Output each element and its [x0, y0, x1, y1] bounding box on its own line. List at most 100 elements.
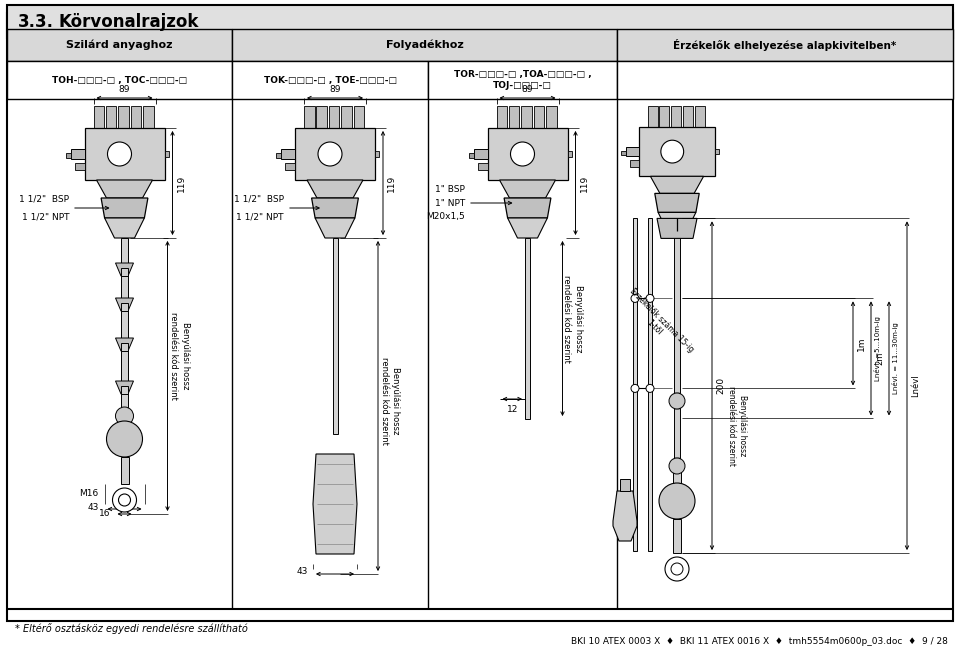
Text: M16: M16 [80, 490, 99, 498]
Bar [106, 106, 116, 128]
Bar [232, 29, 617, 61]
Bar [353, 106, 364, 128]
Polygon shape [101, 198, 148, 218]
Text: BKI 10 ATEX 0003 X  ♦  BKI 11 ATEX 0016 X  ♦  tmh5554m0600p_03.doc  ♦  9 / 28: BKI 10 ATEX 0003 X ♦ BKI 11 ATEX 0016 X … [571, 637, 948, 646]
Text: Lnévl. = 11...30m-ig: Lnévl. = 11...30m-ig [892, 322, 899, 394]
Text: Lnévl: Lnévl [911, 374, 920, 397]
Polygon shape [115, 338, 133, 351]
Polygon shape [657, 218, 697, 239]
Text: Érzékelők elhelyezése alapkivitelben*: Érzékelők elhelyezése alapkivitelben* [673, 39, 897, 51]
Bar [341, 106, 351, 128]
Bar [164, 151, 169, 157]
Circle shape [115, 407, 133, 425]
Text: Benyúlási hossz
rendelési kód szerint: Benyúlási hossz rendelési kód szerint [563, 275, 583, 362]
Bar [633, 218, 637, 551]
Bar [375, 151, 379, 157]
Bar [93, 106, 104, 128]
Bar [620, 479, 630, 491]
Text: 1" BSP: 1" BSP [435, 185, 465, 194]
Polygon shape [115, 298, 133, 311]
Polygon shape [651, 177, 704, 193]
Bar [683, 106, 693, 127]
Circle shape [669, 393, 685, 409]
Text: 1 1/2"  BSP: 1 1/2" BSP [234, 194, 284, 203]
Text: 119: 119 [387, 175, 396, 192]
Text: Benyúlási hossz
rendelési kód szerint: Benyúlási hossz rendelési kód szerint [728, 386, 747, 466]
Bar [428, 61, 617, 99]
Text: Szilárd anyaghoz: Szilárd anyaghoz [66, 40, 173, 50]
Bar [121, 268, 128, 276]
Bar [121, 457, 129, 484]
Circle shape [660, 140, 684, 163]
Bar [674, 223, 680, 481]
Bar [295, 128, 375, 180]
Text: Lnévl. =5...10m-ig: Lnévl. =5...10m-ig [874, 316, 881, 381]
Bar [75, 163, 84, 170]
Circle shape [108, 142, 132, 166]
Text: 119: 119 [177, 175, 185, 192]
Text: 12: 12 [507, 405, 518, 414]
Bar [7, 29, 232, 61]
Bar [276, 153, 281, 158]
Polygon shape [499, 180, 556, 198]
Text: TOH-□□□-□ , TOC-□□□-□: TOH-□□□-□ , TOC-□□□-□ [52, 76, 187, 84]
Bar [118, 106, 129, 128]
Polygon shape [504, 198, 551, 218]
Text: TOR-□□□-□ ,TOA-□□□-□ ,
TOJ-□□□-□: TOR-□□□-□ ,TOA-□□□-□ , TOJ-□□□-□ [454, 70, 591, 90]
Circle shape [646, 384, 654, 392]
Text: Körvonalrajzok: Körvonalrajzok [58, 13, 199, 31]
Circle shape [112, 488, 136, 512]
Polygon shape [315, 218, 355, 238]
Bar [673, 519, 681, 553]
Bar [281, 149, 295, 159]
Bar [143, 106, 154, 128]
Bar [65, 153, 70, 158]
Bar [521, 106, 532, 128]
Bar [648, 106, 658, 127]
Text: 1m: 1m [857, 336, 866, 351]
Circle shape [115, 431, 133, 449]
Bar [7, 61, 232, 99]
Bar [639, 127, 715, 177]
Bar [7, 5, 953, 38]
Bar [84, 128, 164, 180]
Text: 3.3.: 3.3. [18, 13, 54, 31]
Polygon shape [115, 381, 133, 394]
Text: Benyúlási hossz
rendelési kód szerint: Benyúlási hossz rendelési kód szerint [170, 312, 189, 400]
Bar [477, 163, 488, 170]
Polygon shape [659, 212, 696, 231]
Circle shape [665, 557, 689, 581]
Bar [121, 343, 128, 351]
Bar [285, 163, 295, 170]
Text: 1 1/2" NPT: 1 1/2" NPT [21, 213, 69, 222]
Circle shape [646, 295, 654, 302]
Text: 89: 89 [329, 85, 341, 94]
Circle shape [659, 483, 695, 519]
Text: TOK-□□□-□ , TOE-□□□-□: TOK-□□□-□ , TOE-□□□-□ [263, 76, 396, 84]
Bar [131, 106, 141, 128]
Text: 2m: 2m [875, 352, 884, 365]
Bar [671, 106, 682, 127]
Circle shape [669, 458, 685, 474]
Polygon shape [115, 263, 133, 276]
Bar [332, 238, 338, 434]
Bar [121, 238, 128, 454]
Polygon shape [307, 180, 363, 198]
Bar [695, 106, 705, 127]
Bar [468, 153, 473, 158]
Bar [567, 151, 571, 157]
Bar [715, 149, 719, 154]
Bar [119, 421, 130, 433]
Circle shape [631, 295, 639, 302]
Text: 89: 89 [521, 85, 533, 94]
Text: 200: 200 [716, 377, 725, 394]
Circle shape [671, 563, 683, 575]
Bar [525, 238, 530, 419]
Circle shape [631, 384, 639, 392]
Text: 89: 89 [119, 85, 131, 94]
Bar [121, 303, 128, 311]
Bar [673, 466, 681, 483]
Polygon shape [97, 180, 153, 198]
Bar [121, 386, 128, 394]
Text: 43: 43 [297, 567, 308, 577]
